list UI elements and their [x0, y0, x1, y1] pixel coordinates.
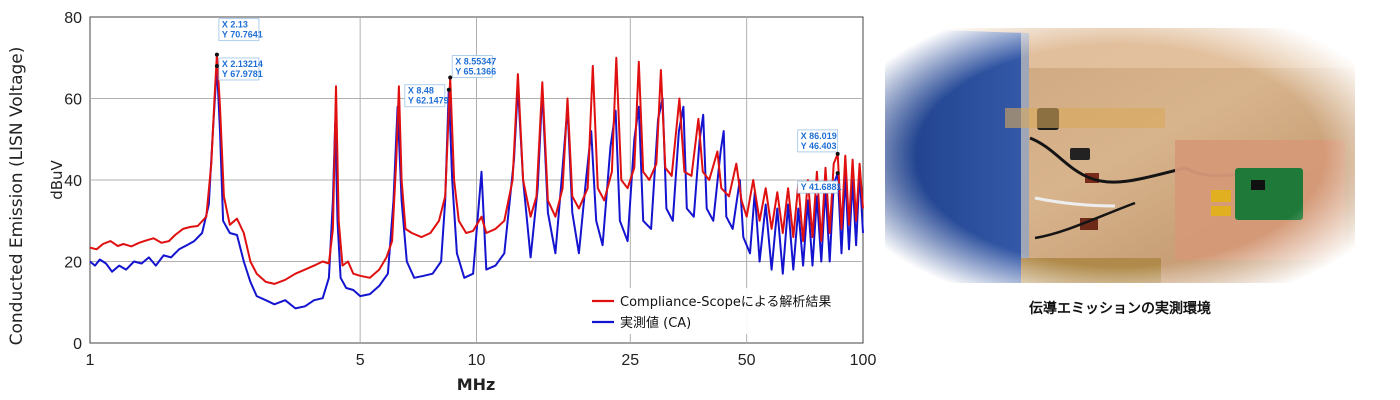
legend-label-measured: 実測値 (CA) [620, 315, 691, 331]
x-tick-label: 5 [356, 352, 365, 369]
data-tip-y: Y 70.7641 [222, 30, 263, 40]
data-tip-y: Y 65.1366 [455, 67, 496, 77]
x-tick-label: 50 [738, 352, 756, 369]
data-tip-marker [214, 52, 219, 57]
x-tick-label: 100 [850, 352, 877, 369]
y-tick-label: 60 [64, 92, 82, 109]
measurement-setup-photo [885, 28, 1355, 283]
data-tip: X 2.13Y 70.7641 [214, 18, 263, 57]
data-tip-x: X 2.13 [222, 20, 248, 30]
data-tip: Y 41.6881 [797, 171, 842, 194]
tick-labels: 1 5 10 25 50 100 0 20 40 60 80 [64, 10, 876, 369]
y-axis-unit-label: dBuV [48, 159, 66, 199]
data-tip-marker [835, 151, 840, 156]
data-tip-marker [835, 171, 840, 176]
photo-caption: 伝導エミッションの実測環境 [1029, 301, 1211, 317]
data-tip-x: X 8.55347 [455, 57, 496, 67]
series-line-simulation [89, 53, 864, 285]
data-tip-y: Y 62.1479 [408, 96, 449, 106]
data-tip-y: Y 67.9781 [222, 69, 263, 79]
data-tip-marker [214, 63, 219, 68]
data-tip-x: X 86.019 [801, 131, 837, 141]
x-axis-label: MHz [457, 375, 496, 394]
data-tip-x: X 8.48 [408, 86, 434, 96]
y-tick-label: 80 [64, 10, 82, 27]
legend: Compliance-Scopeによる解析結果 実測値 (CA) [588, 288, 850, 334]
y-tick-label: 20 [64, 255, 82, 272]
x-tick-label: 25 [621, 352, 639, 369]
legend-label-simulation: Compliance-Scopeによる解析結果 [620, 295, 831, 310]
data-tip-marker [446, 87, 451, 92]
y-tick-label: 40 [64, 173, 82, 190]
series-layer [89, 53, 864, 310]
data-tip-y: Y 41.6881 [801, 182, 842, 192]
x-tick-label: 1 [86, 352, 95, 369]
data-tip-y: Y 46.403 [801, 141, 837, 151]
data-tip-marker [448, 75, 453, 80]
y-tick-label: 0 [73, 336, 82, 353]
y-axis-label: Conducted Emission (LISN Voltage) [7, 47, 27, 346]
x-tick-label: 10 [468, 352, 486, 369]
photo-illustration [885, 28, 1355, 283]
data-tip-x: X 2.13214 [222, 59, 263, 69]
data-tip: X 8.48Y 62.1479 [404, 84, 451, 108]
